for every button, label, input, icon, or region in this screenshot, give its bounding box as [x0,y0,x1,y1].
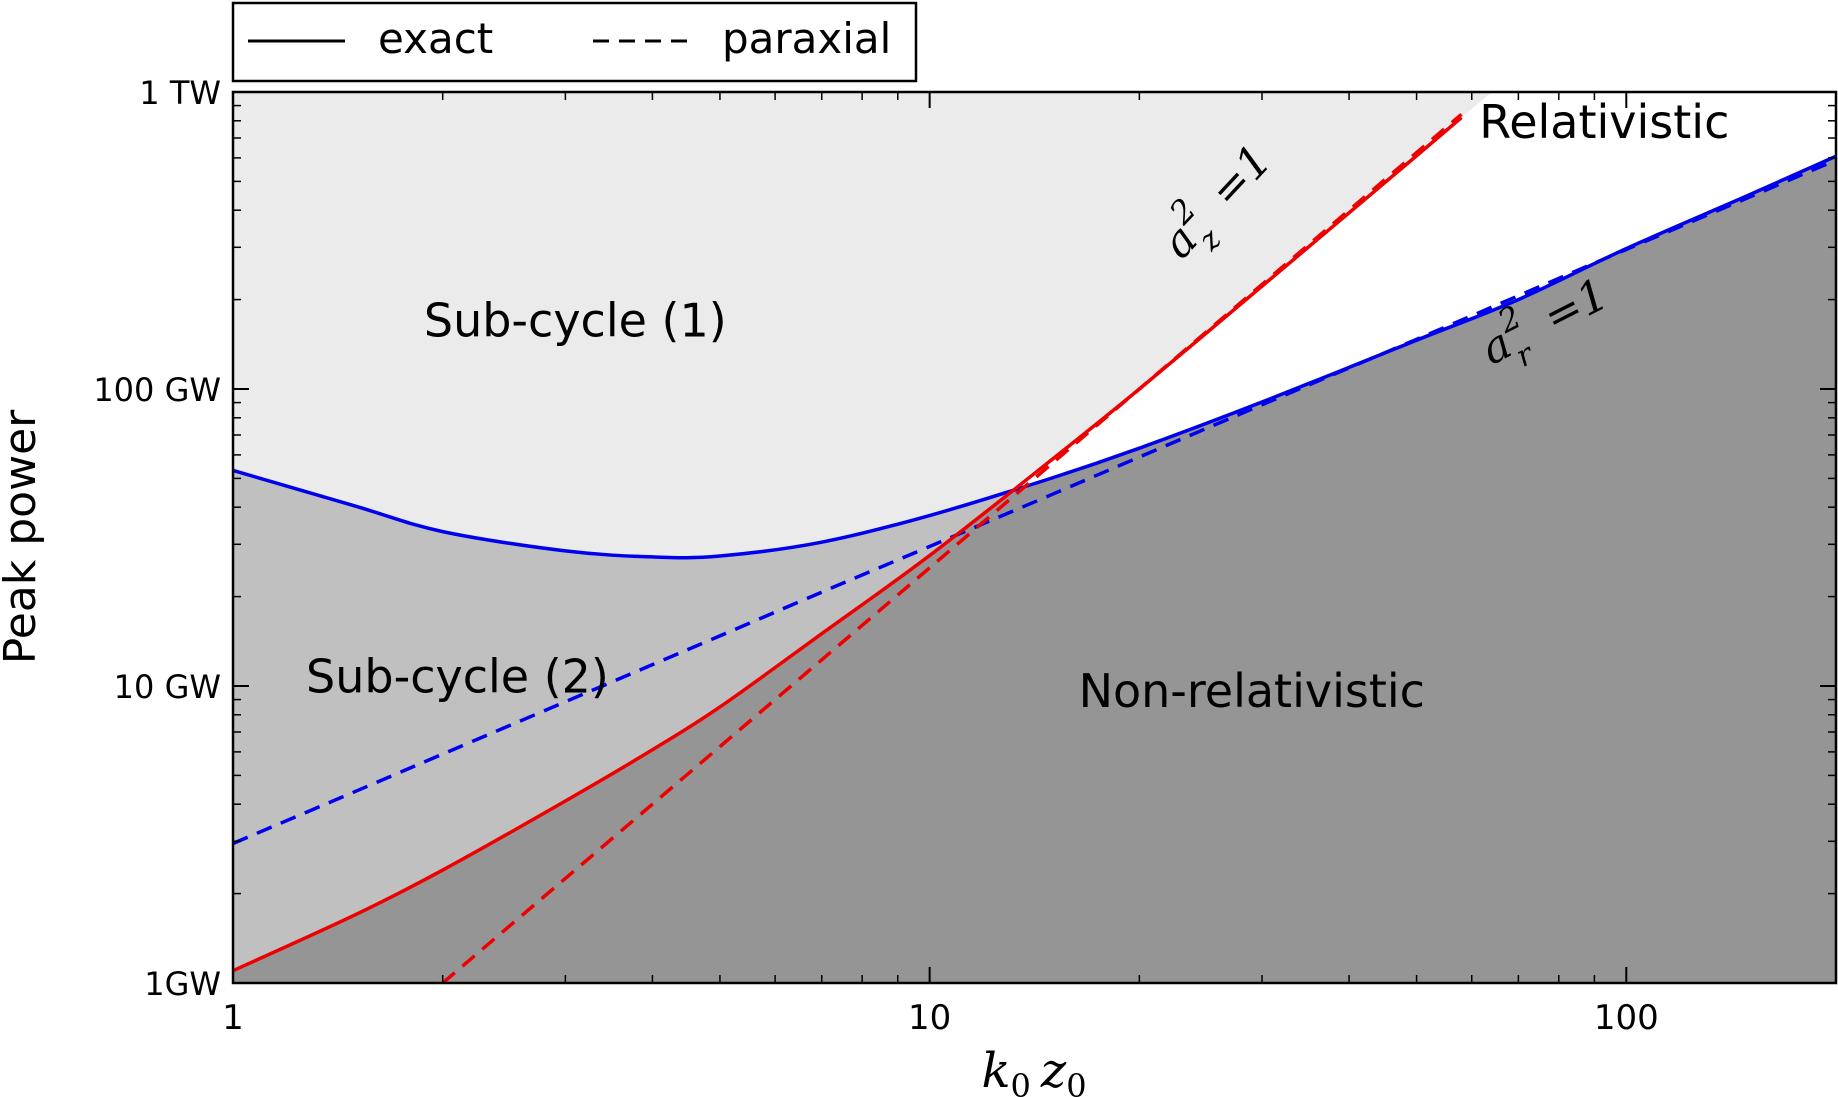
region-label: Non-relativistic [1079,664,1425,718]
series-lines [233,113,1836,983]
x-tick-label: 100 [1594,998,1659,1038]
x-tick-label: 1 [222,998,244,1038]
x-tick-label: 10 [908,998,951,1038]
axes-frame [231,90,1838,985]
series-line-3 [441,113,1463,983]
x-axis-label-sub2: 0 [1066,1067,1086,1097]
y-axis-label: Peak power [0,409,46,664]
y-tick-label: 10 GW [114,668,221,706]
series-line-1 [233,158,1836,846]
regions [233,92,1836,983]
y-tick-label: 1 TW [139,74,221,112]
y-tick-label: 1GW [144,965,221,1003]
x-axis-label: k0 z0 [981,1043,1086,1097]
region-label: Sub-cycle (2) [306,650,609,704]
legend-exact-label: exact [378,14,493,63]
legend-box [231,1,918,83]
axis-ticks: 1 10 100 1GW 10 GW 100 GW 1 TW [93,74,1837,1038]
x-axis-label-sub1: 0 [1011,1067,1031,1097]
region-label: Sub-cycle (1) [424,294,727,348]
region-label: Relativistic [1479,95,1729,149]
x-axis-label-z: z [1040,1043,1067,1097]
legend: exact paraxial [231,1,918,83]
series-line-2 [233,116,1463,973]
x-axis-label-k: k [981,1043,1010,1097]
non-relativistic-region [233,156,1836,983]
legend-paraxial-label: paraxial [722,14,891,63]
y-tick-label: 100 GW [93,371,221,409]
relativistic-region [1014,92,1836,490]
region-labels: Sub-cycle (1) Sub-cycle (2) Relativistic No… [306,95,1729,718]
